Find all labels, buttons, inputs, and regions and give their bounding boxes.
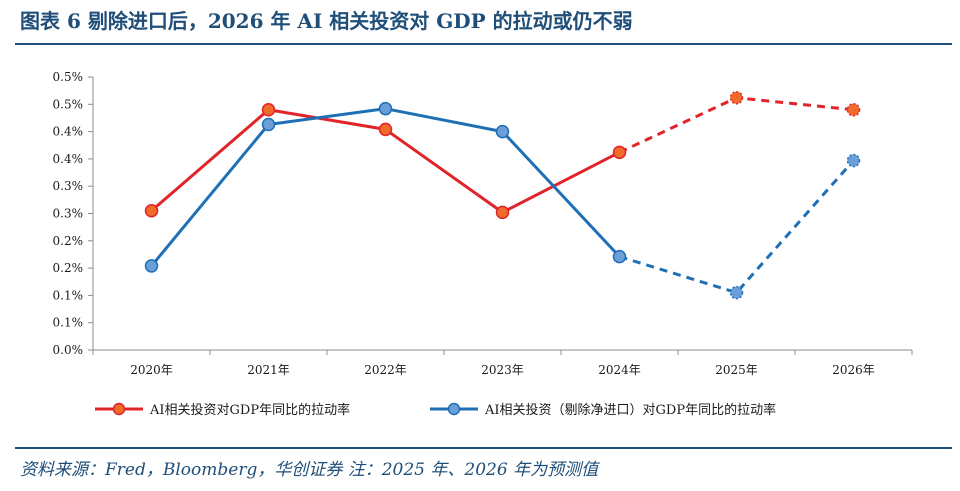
legend-marker-1 [112, 402, 126, 416]
x-tick-label: 2020年 [130, 363, 173, 377]
x-tick-label: 2025年 [715, 363, 758, 377]
series-2-point [495, 124, 510, 139]
series-1-point [261, 103, 276, 117]
figure-title: 图表 6 剔除进口后，2026 年 AI 相关投资对 GDP 的拉动或仍不弱 [20, 9, 633, 33]
y-tick-label: 0.1% [53, 316, 84, 330]
y-tick-label: 0.3% [53, 207, 84, 221]
y-tick-label: 0.2% [53, 234, 84, 248]
series-1-point [144, 204, 159, 218]
y-tick-label: 0.1% [53, 288, 84, 302]
series-1-point [378, 122, 393, 137]
x-tick-label: 2024年 [598, 363, 641, 377]
series-2-point [378, 101, 393, 116]
series-1-point [495, 205, 510, 220]
x-axis-ticks: 2020年 2021年 2022年 2023年 2024年 2025年 2026年 [92, 350, 913, 377]
series-1-point [729, 90, 744, 105]
series-2-point [846, 153, 861, 168]
series-1-forecast-line [618, 96, 854, 154]
y-tick-label: 0.0% [53, 343, 84, 357]
title-rule [15, 43, 952, 45]
y-tick-label: 0.4% [53, 152, 84, 166]
series-1-point [612, 145, 627, 160]
x-tick-label: 2021年 [247, 363, 290, 377]
series-2-point [261, 117, 276, 132]
x-tick-label: 2022年 [364, 363, 407, 377]
chart-legend: AI相关投资对GDP年同比的拉动率 AI相关投资（剔除净进口）对GDP年同比的拉动… [95, 402, 776, 418]
series-2-point [144, 259, 159, 273]
y-tick-label: 0.5% [53, 70, 84, 84]
source-note: 资料来源：Fred，Bloomberg，华创证券 注：2025 年、2026 年… [20, 460, 599, 480]
y-tick-label: 0.5% [53, 97, 84, 111]
y-axis-ticks: 0.0% 0.1% 0.1% 0.2% 0.2% 0.3% 0.3% 0.4% 0.4% 0.5%… [53, 70, 93, 357]
y-tick-label: 0.3% [53, 179, 84, 193]
y-tick-label: 0.2% [53, 261, 84, 275]
x-tick-label: 2023年 [481, 363, 524, 377]
series-2-point [729, 285, 744, 300]
x-tick-label: 2026年 [832, 363, 875, 377]
line-chart: 0.0% 0.1% 0.1% 0.2% 0.2% 0.3% 0.3% 0.4% 0.4% 0.5%… [53, 70, 913, 418]
legend-marker-2 [447, 402, 461, 416]
legend-label-2: AI相关投资（剔除净进口）对GDP年同比的拉动率 [484, 402, 776, 418]
series-2-forecast-line [619, 159, 855, 295]
series-1-point [846, 103, 861, 117]
y-tick-label: 0.4% [53, 125, 84, 139]
series-markers [144, 90, 861, 300]
legend-label-1: AI相关投资对GDP年同比的拉动率 [149, 402, 350, 418]
footer-rule [15, 447, 952, 449]
series-2-point [612, 249, 627, 264]
